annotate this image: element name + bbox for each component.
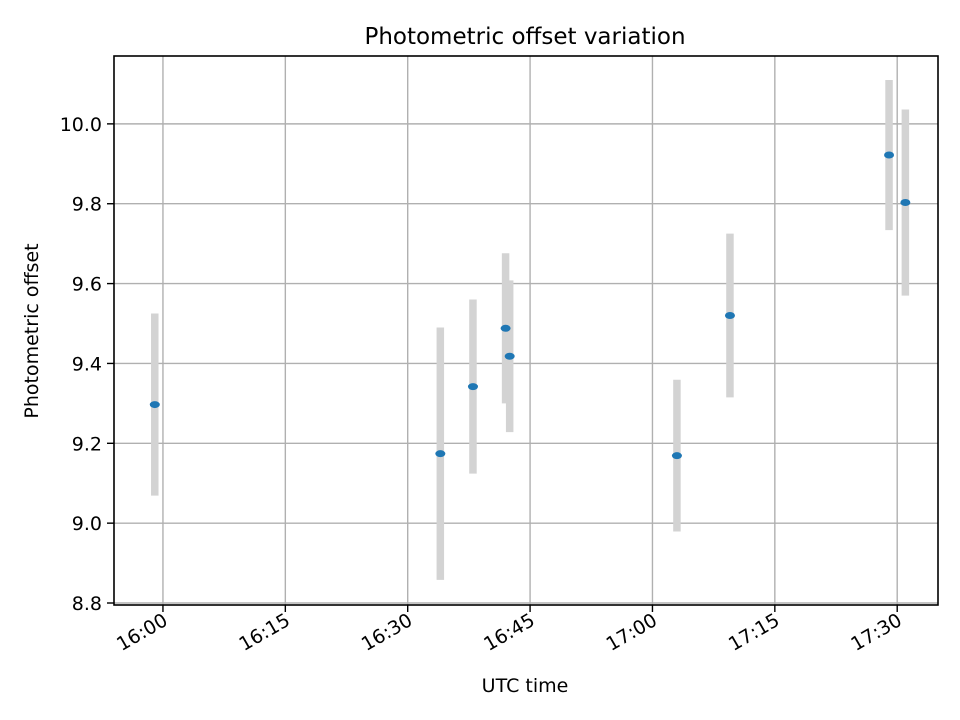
y-tick-label: 10.0 xyxy=(60,114,102,136)
y-axis-ticks: 8.8 9.0 9.2 9.4 9.6 9.8 10.0 xyxy=(60,114,114,615)
data-point xyxy=(724,312,735,320)
data-point xyxy=(435,450,446,458)
y-tick-label: 9.6 xyxy=(72,274,102,296)
plot-frame xyxy=(113,55,939,606)
x-tick-label: 17:15 xyxy=(725,609,783,655)
grid xyxy=(114,56,938,605)
x-tick-label: 16:00 xyxy=(113,609,171,655)
x-tick-label: 17:30 xyxy=(847,609,905,655)
data-points xyxy=(149,151,911,460)
data-point xyxy=(900,199,911,207)
x-tick-label: 16:30 xyxy=(358,609,416,655)
data-point xyxy=(149,401,160,409)
y-axis-label: Photometric offset xyxy=(21,243,43,418)
chart-title: Photometric offset variation xyxy=(364,24,685,50)
y-tick-label: 9.2 xyxy=(72,433,102,455)
data-point xyxy=(671,452,682,460)
x-tick-label: 17:00 xyxy=(603,609,661,655)
y-tick-label: 9.0 xyxy=(72,513,102,535)
data-point xyxy=(500,324,511,332)
x-tick-label: 16:15 xyxy=(235,609,293,655)
x-tick-label: 16:45 xyxy=(480,609,538,655)
data-point xyxy=(504,352,515,360)
x-axis-label: UTC time xyxy=(482,675,569,697)
y-tick-label: 9.8 xyxy=(72,194,102,216)
data-point xyxy=(467,383,478,391)
y-tick-label: 9.4 xyxy=(72,353,102,375)
data-point xyxy=(884,151,895,159)
y-tick-label: 8.8 xyxy=(72,593,102,615)
x-axis-ticks: 16:00 16:15 16:30 16:45 17:00 17:15 17:30 xyxy=(113,605,906,656)
